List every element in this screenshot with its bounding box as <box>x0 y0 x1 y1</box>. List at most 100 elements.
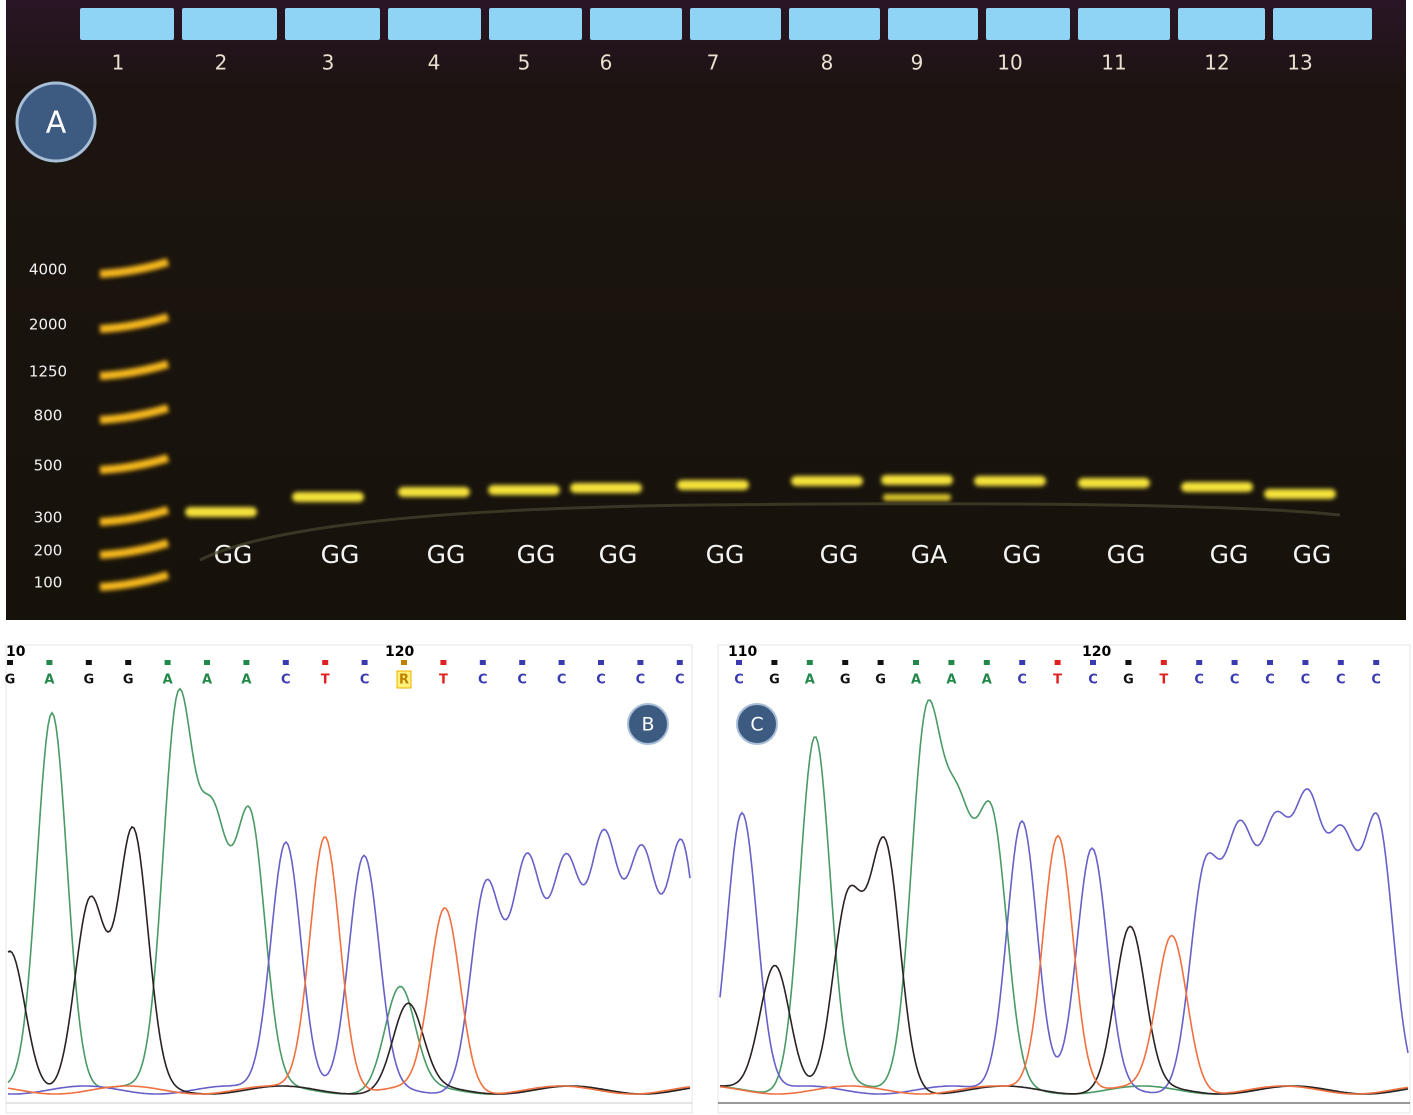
base-tick <box>86 660 92 665</box>
base-tick <box>842 660 848 665</box>
base-tick <box>1373 660 1379 665</box>
base-tick <box>519 660 525 665</box>
base-call: C <box>1230 673 1240 688</box>
well <box>1178 8 1265 40</box>
lane-number: 2 <box>215 51 228 75</box>
base-call: G <box>769 673 780 688</box>
base-call: C <box>517 673 527 688</box>
base-tick <box>1338 660 1344 665</box>
base-call: G <box>840 673 851 688</box>
base-tick <box>1196 660 1202 665</box>
base-call: A <box>202 673 212 688</box>
base-call: R <box>399 673 409 688</box>
position-label: 120 <box>1082 644 1111 660</box>
panel-label: C <box>750 714 763 736</box>
well <box>285 8 380 40</box>
lane-number: 6 <box>600 51 613 75</box>
lane-number: 7 <box>707 51 720 75</box>
base-tick <box>362 660 368 665</box>
dna-band <box>1078 478 1150 488</box>
well <box>986 8 1070 40</box>
base-tick <box>243 660 249 665</box>
base-tick <box>598 660 604 665</box>
genotype: GG <box>427 540 466 569</box>
base-call: C <box>557 673 567 688</box>
lane-number: 1 <box>112 51 125 75</box>
figure: 1234567891011121340002000125080050030020… <box>0 0 1413 1115</box>
dna-band <box>1181 482 1253 492</box>
lane-number: 3 <box>322 51 335 75</box>
gel-background <box>6 0 1406 620</box>
lane-number: 8 <box>821 51 834 75</box>
chromatogram-b <box>6 645 692 1113</box>
base-tick <box>1055 660 1061 665</box>
ladder-size: 1250 <box>29 363 67 381</box>
dna-band <box>1264 489 1336 499</box>
base-tick <box>401 660 407 665</box>
base-tick <box>1019 660 1025 665</box>
base-call: T <box>1053 673 1062 688</box>
genotype: GA <box>911 540 947 569</box>
base-call: C <box>1194 673 1204 688</box>
base-call: T <box>439 673 448 688</box>
well <box>690 8 781 40</box>
ladder-size: 300 <box>34 509 63 527</box>
well <box>789 8 880 40</box>
lane-number: 12 <box>1204 51 1229 75</box>
base-call: G <box>83 673 94 688</box>
base-tick <box>1232 660 1238 665</box>
base-call: A <box>44 673 54 688</box>
well <box>182 8 277 40</box>
base-call: A <box>805 673 815 688</box>
ladder-size: 4000 <box>29 261 67 279</box>
base-call: C <box>478 673 488 688</box>
well <box>590 8 682 40</box>
position-label: 120 <box>385 644 414 660</box>
dna-band <box>883 494 951 501</box>
ladder-size: 500 <box>34 457 63 475</box>
ladder-size: 200 <box>34 542 63 560</box>
base-call: A <box>911 673 921 688</box>
well <box>1078 8 1170 40</box>
dna-band <box>791 476 863 486</box>
base-call: C <box>1336 673 1346 688</box>
base-call: A <box>946 673 956 688</box>
genotype: GG <box>321 540 360 569</box>
base-tick <box>807 660 813 665</box>
base-call: C <box>360 673 370 688</box>
well <box>489 8 582 40</box>
base-call: A <box>241 673 251 688</box>
lane-number: 11 <box>1101 51 1126 75</box>
lane-number: 4 <box>428 51 441 75</box>
base-tick <box>878 660 884 665</box>
base-call: C <box>636 673 646 688</box>
genotype: GG <box>1107 540 1146 569</box>
dna-band <box>677 480 749 490</box>
base-tick <box>46 660 52 665</box>
dna-band <box>398 487 470 497</box>
base-tick <box>1125 660 1131 665</box>
ladder-size: 800 <box>34 407 63 425</box>
base-call: G <box>1123 673 1134 688</box>
dna-band <box>488 485 560 495</box>
base-call: C <box>596 673 606 688</box>
base-call: T <box>321 673 330 688</box>
base-tick <box>736 660 742 665</box>
base-call: C <box>675 673 685 688</box>
well <box>1273 8 1372 40</box>
ladder-size: 2000 <box>29 316 67 334</box>
position-label: 110 <box>728 644 757 660</box>
lane-number: 5 <box>518 51 531 75</box>
base-tick <box>677 660 683 665</box>
dna-band <box>185 507 257 517</box>
well <box>388 8 481 40</box>
base-call: C <box>1017 673 1027 688</box>
base-tick <box>480 660 486 665</box>
base-tick <box>948 660 954 665</box>
genotype: GG <box>820 540 859 569</box>
base-tick <box>440 660 446 665</box>
panel-label: B <box>641 714 654 736</box>
base-call: C <box>1301 673 1311 688</box>
base-tick <box>165 660 171 665</box>
dna-band <box>292 492 364 502</box>
